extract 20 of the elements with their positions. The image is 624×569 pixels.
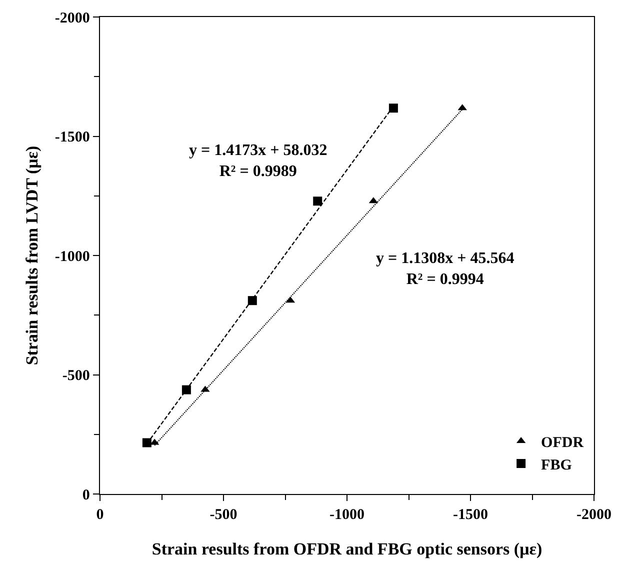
x-tick-label: -2000 [576,507,612,524]
annotation: y = 1.1308x + 45.564 R² = 0.9994 [376,250,514,288]
point [142,438,152,448]
y-tick-label: -1500 [54,130,90,146]
legend-label: FBG [541,457,572,474]
y-axis-title: Strain results from LVDT (με) [22,146,42,366]
x-tick-label: -1500 [453,507,488,524]
x-tick-label: 0 [96,507,104,524]
y-tick-label: -1000 [54,248,90,265]
x-axis-title: Strain results from OFDR and FBG optic sensors (με) [152,540,542,559]
point [248,296,257,306]
legend-label: OFDR [541,434,584,451]
annotation: y = 1.4173x + 58.032 R² = 0.9989 [189,142,328,180]
y-tick-label: 0 [82,487,90,504]
y-tick-label: -500 [62,368,90,384]
x-tick-label: -500 [210,507,238,524]
y-tick-label: -2000 [54,10,90,26]
point [313,196,322,206]
point [388,104,398,113]
x-tick-label: -1000 [330,507,364,524]
